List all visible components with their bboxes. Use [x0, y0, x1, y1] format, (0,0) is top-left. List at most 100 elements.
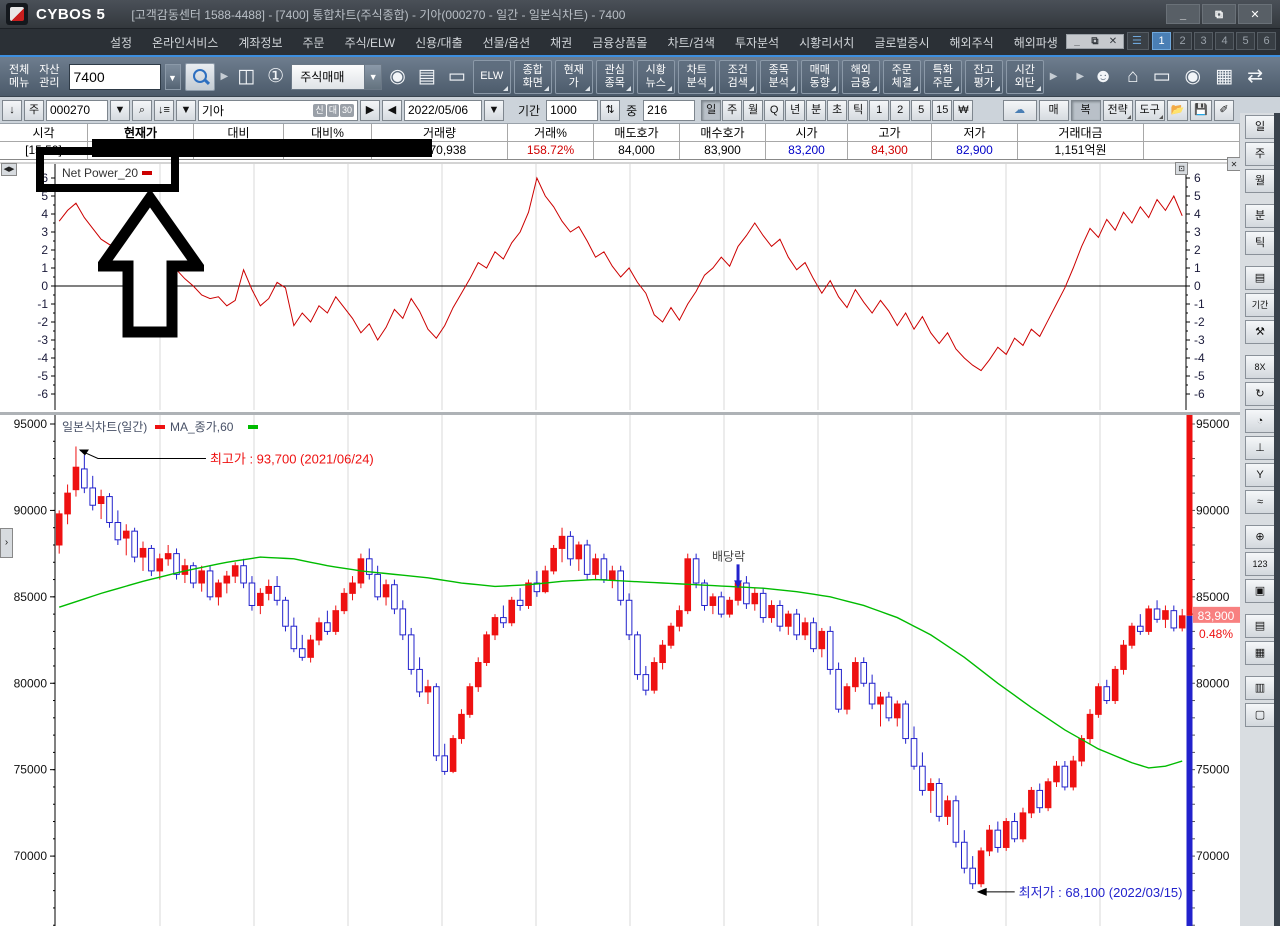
menu-item-계좌정보[interactable]: 계좌정보: [238, 35, 283, 50]
minimize-button[interactable]: _: [1166, 4, 1200, 24]
menu-item-해외주식[interactable]: 해외주식: [949, 35, 994, 50]
interval-button-초[interactable]: 초: [827, 99, 848, 121]
screen-tab-3[interactable]: 3: [1194, 32, 1213, 50]
quick-button-ELW[interactable]: ELW: [472, 59, 511, 94]
snapshot-icon[interactable]: ◉: [1184, 65, 1202, 87]
screen-number-dropdown[interactable]: ▼: [164, 63, 181, 90]
quick-button-매매동향[interactable]: 매매 동향: [800, 59, 839, 94]
stock-search-icon[interactable]: ⌕: [132, 99, 152, 121]
save-icon[interactable]: 💾: [1190, 99, 1212, 121]
menu-item-투자분석[interactable]: 투자분석: [734, 35, 780, 50]
numbers-tool-icon[interactable]: 123: [1245, 552, 1275, 576]
clock-tool-icon[interactable]: ◔: [1245, 409, 1275, 433]
menu-item-주문[interactable]: 주문: [302, 35, 325, 50]
tool-button-도구[interactable]: 도구: [1134, 99, 1165, 121]
interval-button-틱[interactable]: 틱: [848, 99, 869, 121]
interval-button-일[interactable]: 일: [701, 99, 722, 121]
date-dropdown[interactable]: ▼: [484, 99, 504, 121]
prefix-button-주[interactable]: 주: [24, 99, 44, 121]
quick-button-현재가[interactable]: 현재 가: [554, 59, 593, 94]
home-icon[interactable]: ⌂: [1127, 65, 1139, 87]
sort-button[interactable]: ↓≡: [154, 99, 174, 121]
refresh-tool-icon[interactable]: ↻: [1245, 382, 1275, 406]
menu-item-신용/대출[interactable]: 신용/대출: [415, 35, 463, 50]
close-button[interactable]: ✕: [1238, 4, 1272, 24]
chat-icon[interactable]: ☻: [1093, 65, 1114, 87]
quick-button-시황뉴스[interactable]: 시황 뉴스: [636, 59, 675, 94]
mdi-close[interactable]: ✕: [1108, 35, 1118, 47]
search-icon[interactable]: [184, 62, 215, 91]
tool-button-전략[interactable]: 전략: [1102, 99, 1133, 121]
weekly-tool-icon[interactable]: 주: [1245, 142, 1275, 166]
mdi-restore[interactable]: ⧉: [1091, 35, 1099, 47]
quick-button-차트분석[interactable]: 차트 분석: [677, 59, 716, 94]
interval-button-2[interactable]: 2: [890, 99, 911, 121]
screen-tab-1[interactable]: 1: [1152, 32, 1171, 50]
restore-button[interactable]: ⧉: [1202, 4, 1236, 24]
menu-item-해외파생[interactable]: 해외파생: [1013, 35, 1058, 50]
date-input[interactable]: [404, 99, 482, 121]
pane-resize-handle[interactable]: ◀▶: [1, 163, 17, 176]
cloud-save-icon[interactable]: ☁: [1002, 99, 1037, 121]
prev-stock-button[interactable]: ◀: [382, 99, 402, 121]
laptop-icon[interactable]: ▭: [1152, 65, 1171, 87]
left-splitter-button[interactable]: ›: [0, 528, 13, 558]
menu-item-글로벌증시[interactable]: 글로벌증시: [874, 35, 930, 50]
screen-tab-5[interactable]: 5: [1236, 32, 1255, 50]
menu-item-온라인서비스[interactable]: 온라인서비스: [152, 35, 219, 50]
net-power-chart[interactable]: 6 6 5 5 4 4 3 3 2 2 1 1 0 0 -1 -1 -2 -2 -3 -3 -4 -4 -5 -5 -6 -6 Ne…: [0, 160, 1240, 412]
period-tool-icon[interactable]: 기간: [1245, 293, 1275, 317]
screen-layout-icon[interactable]: [1127, 32, 1149, 50]
menu-item-설정[interactable]: 설정: [110, 35, 133, 50]
monthly-tool-icon[interactable]: 월: [1245, 169, 1275, 193]
interval-button-Q[interactable]: Q: [764, 99, 785, 121]
pane-separator[interactable]: [0, 412, 1240, 415]
toolbar-expand-arrow[interactable]: ▶: [220, 71, 229, 82]
candlestick-chart[interactable]: 95000 95000 90000 90000 85000 85000 80000 80000…: [0, 415, 1240, 926]
menu-item-선물/옵션[interactable]: 선물/옵션: [482, 35, 531, 50]
interval-button-₩[interactable]: ₩: [953, 99, 974, 121]
toolbar-label[interactable]: 전체 메뉴: [9, 63, 30, 89]
ruler-tool-icon[interactable]: ▤: [1245, 266, 1275, 290]
period-stepper-icon[interactable]: ⇅: [600, 99, 621, 121]
refresh-icon[interactable]: ⇄: [1247, 65, 1263, 87]
screen-number-input[interactable]: [68, 63, 161, 90]
quick-button-시간외단[interactable]: 시간 외단: [1005, 59, 1044, 94]
indicator-tree-tool-icon[interactable]: ⊥: [1245, 436, 1275, 460]
menu-item-차트/검색[interactable]: 차트/검색: [667, 35, 715, 50]
menu-item-주식/ELW[interactable]: 주식/ELW: [344, 35, 396, 50]
wrench-icon[interactable]: ✐: [1214, 99, 1234, 121]
toolbar-label[interactable]: 자산 관리: [39, 63, 60, 89]
quick-button-종목분석[interactable]: 종목 분석: [759, 59, 798, 94]
menu-item-시황리서치[interactable]: 시황리서치: [799, 35, 855, 50]
interval-button-15[interactable]: 15: [932, 99, 953, 121]
quick-button-해외금융[interactable]: 해외 금융: [841, 59, 880, 94]
screen-tab-2[interactable]: 2: [1173, 32, 1192, 50]
doc-star-icon[interactable]: ▤: [417, 65, 436, 87]
screen-tab-4[interactable]: 4: [1215, 32, 1234, 50]
period-input[interactable]: [546, 99, 599, 121]
compare-tool-icon[interactable]: Y: [1245, 463, 1275, 487]
quick-button-조건검색[interactable]: 조건 검색: [718, 59, 757, 94]
interval-button-1[interactable]: 1: [869, 99, 890, 121]
prefix-button-↓[interactable]: ↓: [2, 99, 22, 121]
interval-button-5[interactable]: 5: [911, 99, 932, 121]
open-folder-icon[interactable]: 📂: [1166, 99, 1189, 121]
stock-code-input[interactable]: [46, 99, 108, 121]
tool-button-복[interactable]: 복: [1070, 99, 1101, 121]
daily-tool-icon[interactable]: 일: [1245, 115, 1275, 139]
layers-tool-icon[interactable]: ▦: [1245, 641, 1275, 665]
medal-icon[interactable]: ①: [267, 65, 285, 87]
quick-button-관심종목[interactable]: 관심 종목: [595, 59, 634, 94]
tool-button-매[interactable]: 매: [1038, 99, 1069, 121]
grid-icon[interactable]: ▦: [1215, 65, 1234, 87]
count-input[interactable]: [643, 99, 696, 121]
trade-mode-dropdown[interactable]: 주식매매 ▼: [291, 63, 383, 90]
pane-collapse-button[interactable]: ⊡: [1175, 162, 1188, 175]
minute-tool-icon[interactable]: 분: [1245, 204, 1275, 228]
camera-icon[interactable]: ◉: [389, 65, 406, 87]
interval-button-년[interactable]: 년: [785, 99, 806, 121]
quick-button-종합화면[interactable]: 종합 화면: [513, 59, 552, 94]
print-tool-icon[interactable]: ▤: [1245, 614, 1275, 638]
quick-more-arrow[interactable]: ▶: [1049, 71, 1058, 82]
